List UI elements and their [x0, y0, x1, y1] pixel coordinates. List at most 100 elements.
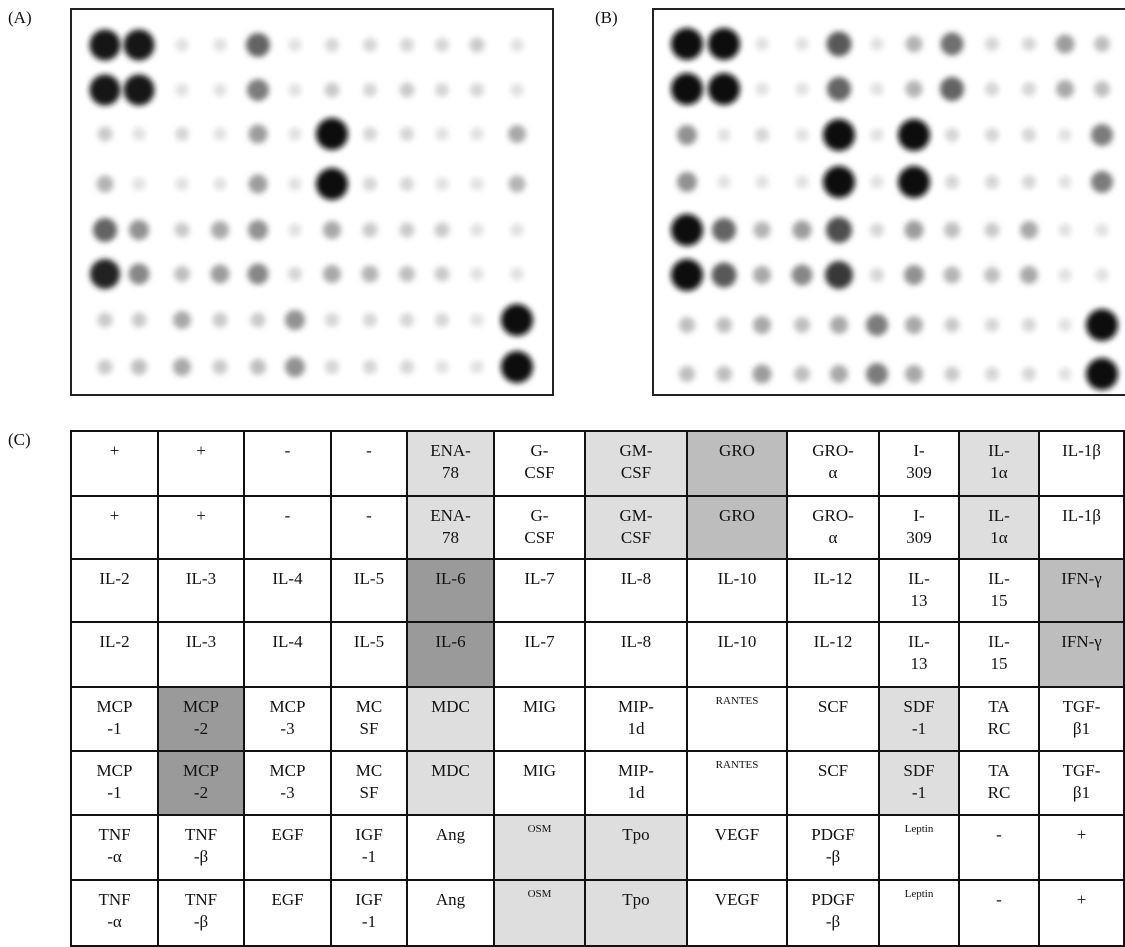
table-cell: IL- 13 [879, 622, 959, 687]
blot-spot [1091, 124, 1113, 146]
blot-spot [98, 360, 113, 375]
table-cell: Ang [407, 880, 494, 946]
blot-spot [285, 357, 305, 377]
table-cell: - [959, 880, 1039, 946]
blot-spot [362, 266, 379, 283]
blot-spot [985, 367, 999, 381]
blot-image [652, 8, 1125, 396]
table-cell: EGF [244, 815, 331, 880]
blot-spot [471, 361, 484, 374]
blot-spot [985, 37, 999, 51]
table-cell: IL-7 [494, 559, 585, 622]
blot-spot [316, 118, 348, 150]
table-cell: OSM [494, 815, 585, 880]
blot-spot [173, 311, 191, 329]
blot-spot [325, 360, 339, 374]
blot-spot [940, 77, 964, 101]
blot-spot [211, 221, 229, 239]
table-cell: IL- 1α [959, 431, 1039, 496]
blot-spot [826, 217, 852, 243]
table-cell: MC SF [331, 751, 407, 815]
blot-spot [1059, 368, 1072, 381]
table-cell: - [959, 815, 1039, 880]
blot-spot [792, 265, 813, 286]
blot-spot [870, 223, 884, 237]
blot-spot [98, 313, 113, 328]
blot-spot [1022, 175, 1036, 189]
blot-spot [289, 39, 302, 52]
table-cell: IL-6 [407, 559, 494, 622]
blot-spot [906, 81, 923, 98]
table-cell: MCP -1 [71, 687, 158, 751]
blot-spot [363, 177, 377, 191]
blot-spot [325, 83, 340, 98]
blot-spot [870, 268, 884, 282]
blot-spot [905, 316, 923, 334]
blot-spot [871, 176, 884, 189]
blot-spot [129, 220, 149, 240]
table-cell: GM- CSF [585, 431, 687, 496]
blot-spot [716, 366, 732, 382]
blot-spot [871, 38, 884, 51]
table-cell: IL-4 [244, 622, 331, 687]
blot-spot [1022, 318, 1036, 332]
table-cell: MDC [407, 751, 494, 815]
blot-spot [793, 221, 812, 240]
blot-spot [871, 129, 884, 142]
table-cell: ENA- 78 [407, 496, 494, 559]
table-cell: IL-5 [331, 559, 407, 622]
blot-spot [97, 176, 114, 193]
blot-spot [400, 177, 414, 191]
table-cell: RANTES [687, 751, 787, 815]
blot-spot [501, 351, 533, 383]
blot-spot [906, 36, 923, 53]
table-cell: TA RC [959, 751, 1039, 815]
blot-spot [1022, 82, 1036, 96]
blot-spot [249, 125, 268, 144]
blot-spot [945, 175, 959, 189]
blot-spot [90, 75, 121, 106]
blot-spot [825, 261, 853, 289]
blot-spot [794, 366, 810, 382]
table-cell: - [244, 496, 331, 559]
blot-spot [796, 38, 809, 51]
table-cell: TNF -α [71, 880, 158, 946]
blot-spot [671, 73, 703, 105]
blot-spot [90, 259, 120, 289]
table-cell: + [1039, 815, 1124, 880]
blot-spot [400, 127, 414, 141]
blot-spot [679, 366, 695, 382]
blot-spot [754, 222, 771, 239]
blot-spot [363, 38, 377, 52]
blot-spot [176, 178, 189, 191]
blot-spot [133, 178, 146, 191]
blot-spot [176, 39, 189, 52]
blot-spot [708, 28, 740, 60]
table-cell: SCF [787, 687, 879, 751]
blot-spot [905, 221, 924, 240]
table-cell: Tpo [585, 880, 687, 946]
blot-spot [984, 267, 1000, 283]
blot-spot [827, 77, 851, 101]
blot-spot [176, 84, 189, 97]
blot-spot [129, 264, 150, 285]
table-cell: ENA- 78 [407, 431, 494, 496]
panel-label: (B) [595, 8, 618, 28]
blot-spot [435, 83, 449, 97]
blot-spot [671, 214, 703, 246]
blot-spot [1096, 269, 1109, 282]
blot-spot [871, 83, 884, 96]
table-cell: IL-12 [787, 622, 879, 687]
blot-spot [435, 267, 450, 282]
blot-spot [753, 316, 771, 334]
blot-spot [755, 128, 769, 142]
blot-spot [830, 316, 848, 334]
table-cell: MCP -3 [244, 687, 331, 751]
blot-spot [246, 33, 270, 57]
blot-spot [363, 313, 377, 327]
blot-spot [133, 128, 146, 141]
blot-spot [509, 176, 526, 193]
blot-spot [363, 360, 377, 374]
figure: {"panels": ["(A)", "(B)", "(C)"], "table… [0, 0, 1125, 945]
